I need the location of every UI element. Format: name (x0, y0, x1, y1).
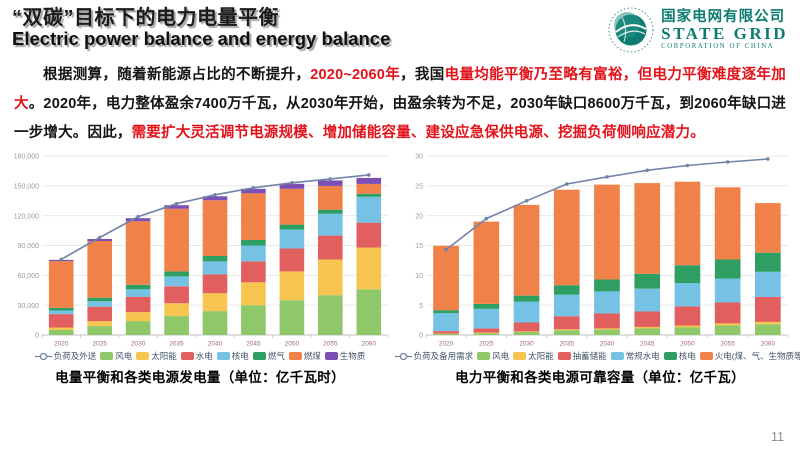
paragraph-segment: ，我国 (400, 67, 445, 83)
legend-item: 风电 (477, 350, 509, 362)
svg-text:150,000: 150,000 (14, 183, 39, 190)
svg-text:0: 0 (419, 333, 423, 340)
svg-text:2045: 2045 (640, 341, 655, 348)
svg-text:2025: 2025 (92, 341, 107, 348)
paragraph-segment: 2020~2060年 (310, 67, 401, 83)
legend-swatch-icon (288, 352, 302, 360)
svg-text:15: 15 (415, 243, 423, 250)
page-title-en: Electric power balance and energy balanc… (12, 28, 391, 50)
legend-item: 燃煤 (288, 350, 321, 362)
svg-text:5: 5 (419, 303, 423, 310)
capacity-chart-legend: 负荷及备用需求 风电 太阳能 抽蓄储能 常规水电 核电 火电(煤、气、生物质等) (394, 350, 800, 362)
legend-item: 太阳能 (136, 350, 177, 362)
legend-item-line: 负荷及外送 (34, 350, 96, 362)
svg-text:30,000: 30,000 (18, 303, 40, 310)
legend-swatch-icon (100, 352, 114, 360)
legend-item: 太阳能 (513, 350, 554, 362)
line-marker-icon (34, 352, 52, 360)
logo-text: 国家电网有限公司 STATE GRID CORPORATION OF CHINA (661, 8, 788, 50)
svg-text:2045: 2045 (246, 341, 261, 348)
legend-item: 生物质 (324, 350, 365, 362)
state-grid-globe-icon (608, 7, 654, 53)
legend-item-line: 负荷及备用需求 (394, 350, 473, 362)
svg-text:90,000: 90,000 (18, 243, 40, 250)
page-title-zh: “双碳”目标下的电力电量平衡 (12, 7, 279, 29)
generation-chart-caption: 电量平衡和各类电源发电量（单位：亿千瓦时） (55, 370, 345, 385)
legend-item: 燃气 (252, 350, 285, 362)
line-marker-icon (394, 352, 412, 360)
svg-text:60,000: 60,000 (18, 273, 40, 280)
svg-text:2025: 2025 (479, 341, 494, 348)
svg-text:2055: 2055 (720, 341, 735, 348)
legend-swatch-icon (663, 352, 677, 360)
legend-swatch-icon (136, 352, 150, 360)
svg-text:20: 20 (415, 213, 423, 220)
svg-text:2060: 2060 (362, 341, 377, 348)
legend-swatch-icon (216, 352, 230, 360)
paragraph-segment: 根据测算，随着新能源占比的不断提升， (43, 67, 311, 83)
generation-chart-svg: 0 30,000 60,000 90,000 120,000 150,000 180,000… (14, 154, 389, 348)
legend-item: 常规水电 (610, 350, 660, 362)
page-number: 11 (771, 430, 784, 444)
svg-text:2020: 2020 (54, 341, 69, 348)
legend-item: 风电 (100, 350, 132, 362)
legend-swatch-icon (477, 352, 491, 360)
svg-text:2020: 2020 (439, 341, 454, 348)
legend-swatch-icon (324, 352, 338, 360)
svg-text:0: 0 (35, 333, 39, 340)
svg-text:2050: 2050 (285, 341, 300, 348)
generation-chart-legend: 负荷及外送 风电 太阳能 水电 核电 燃气 燃煤 生物质 (34, 350, 365, 362)
svg-text:2060: 2060 (761, 341, 776, 348)
svg-text:2055: 2055 (323, 341, 338, 348)
legend-item: 抽蓄储能 (557, 350, 607, 362)
svg-text:2030: 2030 (131, 341, 146, 348)
legend-item: 核电 (663, 350, 696, 362)
logo-name-sub: CORPORATION OF CHINA (661, 42, 775, 50)
svg-text:30: 30 (415, 154, 423, 161)
svg-text:2050: 2050 (680, 341, 695, 348)
legend-swatch-icon (252, 352, 266, 360)
paragraph-segment: 需要扩大灵活调节电源规模、增加储能容量、建设应急保供电源、挖掘负荷侧响应潜力。 (131, 125, 705, 141)
legend-item: 水电 (180, 350, 213, 362)
body-paragraph: 根据测算，随着新能源占比的不断提升，2020~2060年，我国电量均能平衡乃至略… (14, 61, 786, 148)
svg-text:25: 25 (415, 183, 423, 190)
paragraph-segment: 。2020年，电力整体盈余7400万千瓦，从2030年开始，由盈余转为不足，20… (14, 96, 787, 141)
legend-swatch-icon (699, 352, 713, 360)
svg-text:2030: 2030 (519, 341, 534, 348)
paragraph-segment: 电量均能平衡乃至略有富裕，但电力平衡难度逐年加大 (14, 67, 786, 112)
logo-name-en: STATE GRID (661, 24, 788, 44)
legend-item: 火电(煤、气、生物质等) (699, 350, 800, 362)
legend-swatch-icon (513, 352, 527, 360)
svg-text:2035: 2035 (560, 341, 575, 348)
generation-chart-panel: 0 30,000 60,000 90,000 120,000 150,000 180,000… (0, 149, 400, 386)
legend-swatch-icon (180, 352, 194, 360)
capacity-chart-panel: 0 5 10 15 20 25 30 2020 2025 2030 2035 2040 2045 2050… (394, 149, 800, 386)
svg-text:2035: 2035 (169, 341, 184, 348)
legend-swatch-icon (610, 352, 624, 360)
charts-row: 0 30,000 60,000 90,000 120,000 150,000 180,000… (0, 149, 800, 386)
capacity-chart-caption: 电力平衡和各类电源可靠容量（单位：亿千瓦） (455, 370, 745, 385)
state-grid-logo: 国家电网有限公司 STATE GRID CORPORATION OF CHINA (608, 7, 792, 53)
svg-text:120,000: 120,000 (14, 213, 39, 220)
title-block: “双碳”目标下的电力电量平衡 Electric power balance an… (12, 7, 390, 50)
svg-text:2040: 2040 (600, 341, 615, 348)
svg-text:2040: 2040 (208, 341, 223, 348)
svg-text:10: 10 (415, 273, 423, 280)
svg-text:180,000: 180,000 (14, 154, 39, 161)
header: “双碳”目标下的电力电量平衡 Electric power balance an… (0, 0, 800, 53)
legend-swatch-icon (557, 352, 571, 360)
logo-name-zh: 国家电网有限公司 (661, 8, 786, 25)
legend-item: 核电 (216, 350, 249, 362)
